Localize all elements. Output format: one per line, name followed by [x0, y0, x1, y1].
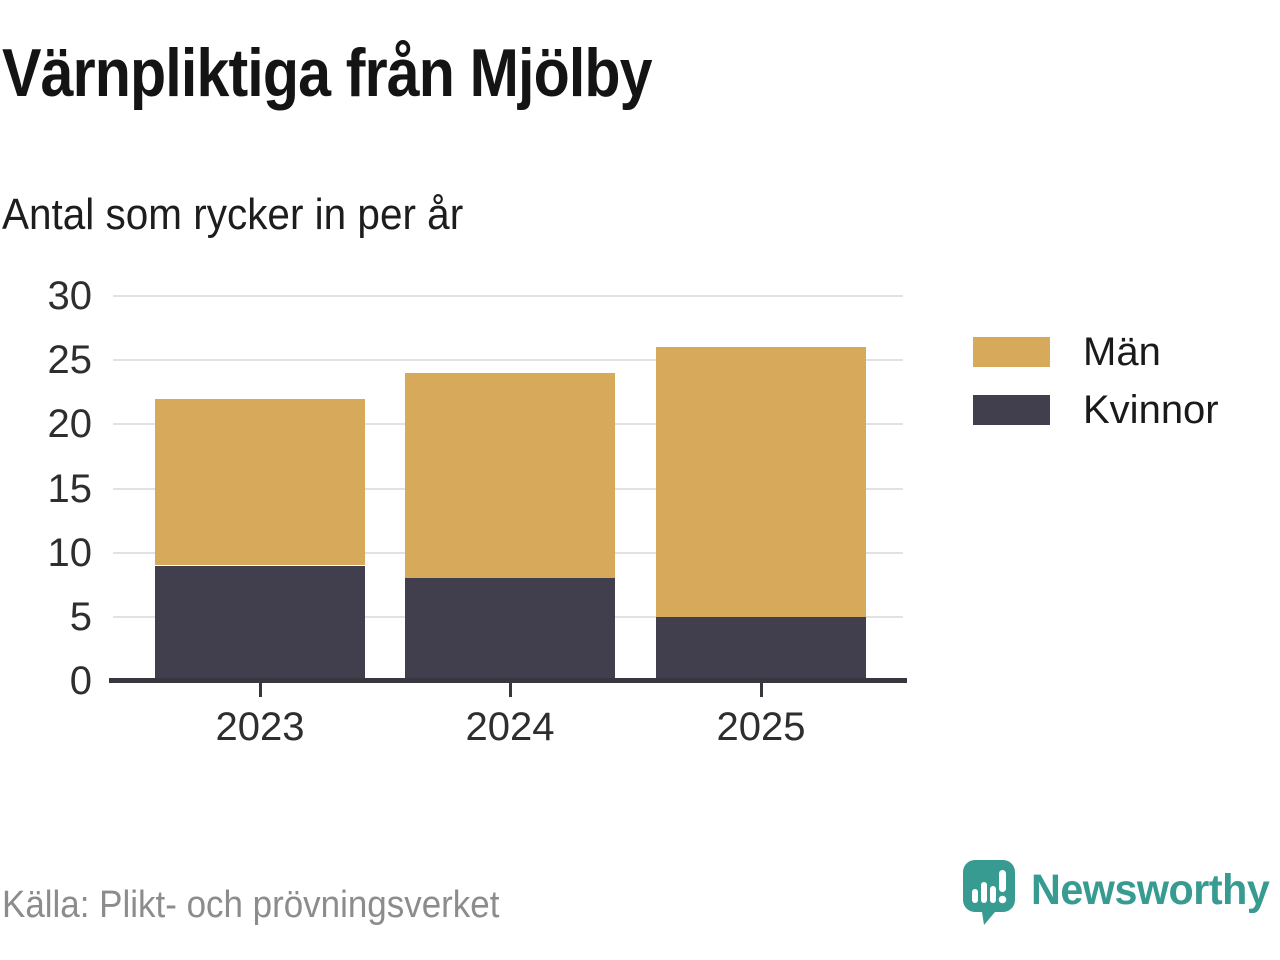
- legend-item-män: Män: [973, 330, 1219, 374]
- y-axis-tick-label: 25: [47, 338, 93, 383]
- bar-segment-kvinnor-2023: [155, 565, 365, 681]
- y-gridline: [113, 295, 903, 297]
- y-axis-tick-label: 20: [47, 402, 93, 447]
- y-axis-tick-label: 0: [69, 659, 92, 703]
- legend-swatch: [973, 337, 1050, 367]
- legend-swatch: [973, 395, 1050, 425]
- source-note: Källa: Plikt- och prövningsverket: [2, 884, 500, 926]
- chart-title: Värnpliktiga från Mjölby: [2, 35, 653, 111]
- bar-segment-män-2025: [656, 347, 866, 617]
- legend-label: Män: [1083, 329, 1161, 374]
- x-axis-line: [109, 678, 907, 683]
- newsworthy-speech-bubble-chart-icon: [963, 860, 1015, 925]
- x-axis-tick-label: 2024: [465, 705, 555, 749]
- x-axis-tick-label: 2023: [215, 705, 305, 749]
- x-axis-tick: [508, 683, 512, 697]
- legend-item-kvinnor: Kvinnor: [973, 388, 1219, 432]
- bar-segment-kvinnor-2024: [405, 578, 615, 681]
- y-axis-tick-label: 15: [47, 466, 93, 511]
- brand-logo: Newsworthy: [963, 860, 1279, 926]
- brand-name: Newsworthy: [1031, 866, 1270, 914]
- bar-segment-män-2023: [155, 398, 365, 566]
- bar-segment-män-2024: [405, 373, 615, 579]
- bar-segment-kvinnor-2025: [656, 616, 866, 681]
- y-gridline: [113, 359, 903, 362]
- y-axis-tick-label: 10: [47, 530, 93, 575]
- y-axis-tick-label: 30: [47, 274, 93, 318]
- legend: Män Kvinnor: [973, 330, 1219, 432]
- x-axis-tick: [258, 683, 262, 697]
- x-axis-tick: [759, 683, 763, 697]
- y-axis-tick-label: 5: [69, 594, 92, 639]
- legend-label: Kvinnor: [1083, 387, 1219, 432]
- x-axis-tick-label: 2025: [716, 705, 806, 749]
- chart-subtitle: Antal som rycker in per år: [2, 190, 464, 239]
